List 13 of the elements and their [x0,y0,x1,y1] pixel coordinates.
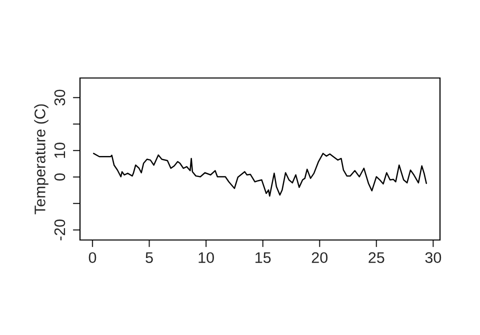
x-tick-label: 5 [146,252,153,264]
y-tick-label: 10 [54,142,66,158]
x-tick-label: 15 [256,252,271,264]
line-series [93,152,427,197]
y-axis-title: Temperature (C) [34,104,48,214]
x-tick-label: 10 [198,252,214,264]
y-tick-label: -20 [54,219,66,240]
y-tick-label: 0 [54,173,66,181]
x-tick-label: 0 [88,252,96,264]
x-tick-label: 20 [312,252,328,264]
y-tick-label: 30 [54,90,66,106]
x-tick-label: 30 [425,252,442,264]
x-tick-label: 25 [368,252,384,264]
